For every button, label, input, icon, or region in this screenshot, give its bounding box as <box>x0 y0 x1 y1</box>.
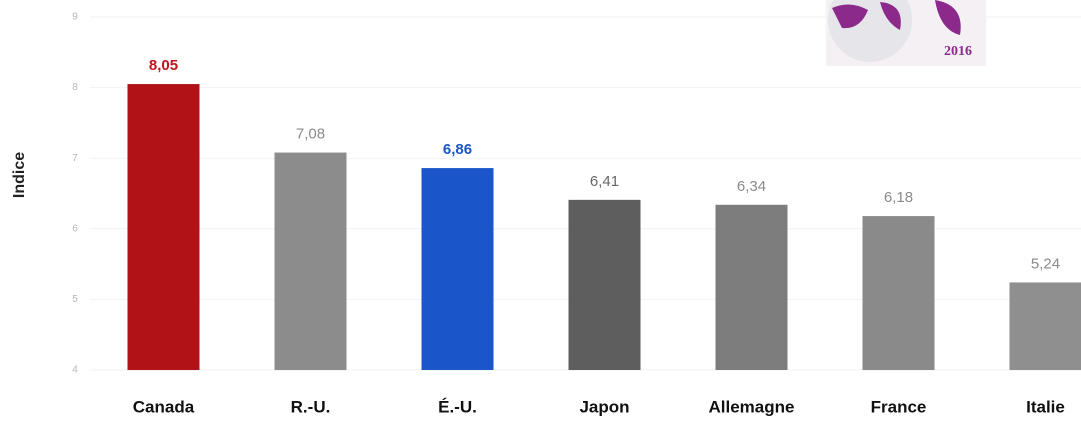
y-axis-title: Indice <box>11 152 28 198</box>
bar <box>715 204 788 370</box>
y-tick-label: 6 <box>72 223 78 234</box>
x-tick-label: Allemagne <box>709 397 795 416</box>
logo-text: 2016 <box>944 44 972 59</box>
value-label: 8,05 <box>149 57 178 74</box>
x-tick-label: Japon <box>579 397 629 416</box>
x-tick-label: France <box>871 397 927 416</box>
bar <box>421 168 494 370</box>
y-tick-label: 9 <box>72 12 78 23</box>
bar <box>1009 282 1081 370</box>
x-tick-label: Italie <box>1026 397 1065 416</box>
y-tick-label: 7 <box>72 153 78 164</box>
value-label: 6,41 <box>590 173 619 190</box>
y-tick-label: 5 <box>72 294 78 305</box>
x-tick-label: É.-U. <box>438 397 477 416</box>
bar <box>274 152 347 370</box>
value-label: 6,86 <box>443 141 472 158</box>
x-tick-label: R.-U. <box>291 397 331 416</box>
value-label: 7,08 <box>296 126 325 143</box>
x-tick-label: Canada <box>133 397 195 416</box>
bar <box>127 84 200 370</box>
y-tick-label: 8 <box>72 82 78 93</box>
value-label: 6,34 <box>737 178 766 195</box>
y-tick-label: 4 <box>72 365 78 376</box>
value-label: 5,24 <box>1031 255 1060 272</box>
logo: 2016 <box>826 0 986 66</box>
bar <box>568 199 641 370</box>
value-label: 6,18 <box>884 189 913 206</box>
bar <box>862 216 935 370</box>
logo-continents <box>832 0 961 35</box>
